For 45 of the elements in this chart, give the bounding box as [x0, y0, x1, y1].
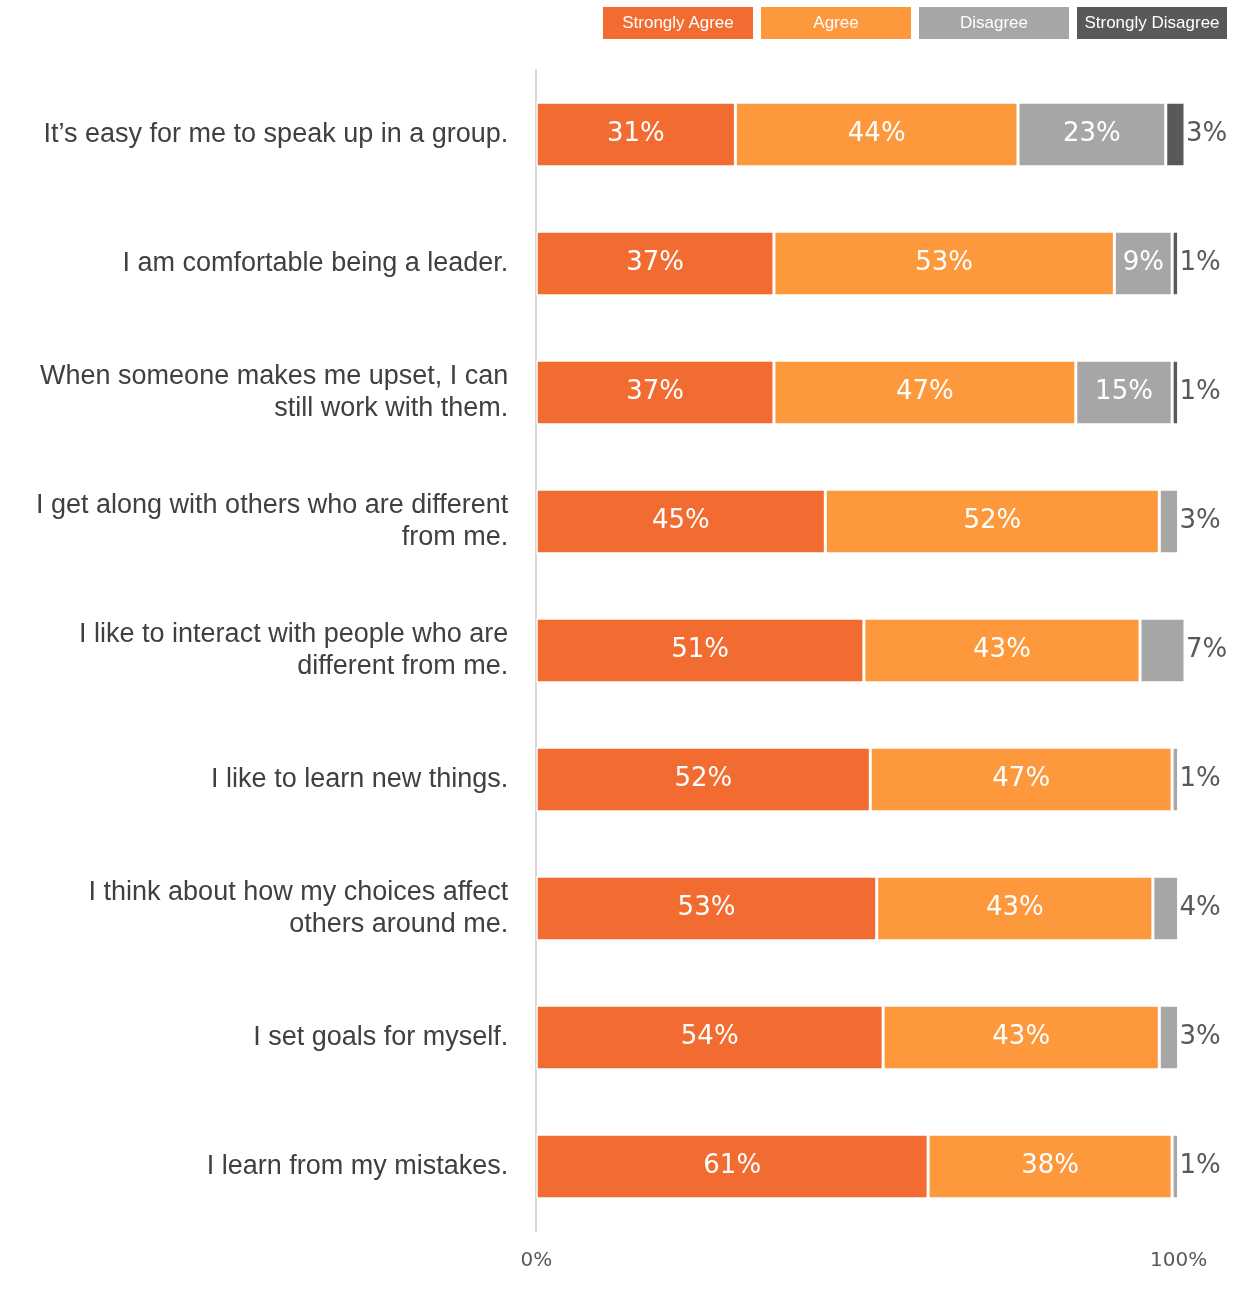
data-label: 9% [1122, 246, 1164, 277]
data-label: 1% [1179, 375, 1221, 406]
data-label: 45% [651, 504, 710, 535]
y-tick-label: I think about how my choices affect others around me. [88, 875, 509, 939]
y-tick-label: I set goals for myself. [253, 1020, 509, 1051]
y-tick-label: It’s easy for me to speak up in a group. [43, 117, 509, 148]
data-label: 44% [847, 117, 906, 148]
data-label: 1% [1179, 246, 1221, 277]
data-label: 7% [1186, 633, 1228, 664]
text: Strongly Disagree [1077, 7, 1227, 39]
data-label: 3% [1179, 504, 1221, 535]
data-label: 3% [1179, 1020, 1221, 1051]
data-label: 43% [992, 1020, 1051, 1051]
data-label: 15% [1095, 375, 1153, 406]
y-tick-label: I get along with others who are different from me. [35, 488, 509, 552]
y-tick-label: I am comfortable being a leader. [122, 246, 509, 277]
y-tick-label: I like to interact with people who are different from me. [79, 617, 509, 681]
y-tick-label: I learn from my mistakes. [206, 1149, 509, 1180]
data-label: 51% [671, 633, 729, 664]
x-tick-label: 0% [520, 1247, 553, 1272]
text: Disagree [919, 7, 1069, 39]
data-label: 43% [985, 891, 1044, 922]
data-label: 52% [963, 504, 1022, 535]
y-tick-label: I like to learn new things. [211, 762, 509, 793]
data-label: 23% [1062, 117, 1121, 148]
y-tick-label: When someone makes me upset, I can still work with them. [40, 359, 509, 423]
data-label: 61% [703, 1149, 762, 1180]
data-label: 43% [973, 633, 1031, 664]
data-label: 37% [626, 375, 685, 406]
data-label: 3% [1186, 117, 1228, 148]
data-label: 1% [1179, 762, 1221, 793]
data-label: 53% [677, 891, 736, 922]
data-label: 38% [1021, 1149, 1080, 1180]
data-label: 47% [992, 762, 1051, 793]
data-label: 47% [895, 375, 954, 406]
data-label: 1% [1179, 1149, 1221, 1180]
text: Strongly Agree [603, 7, 753, 39]
data-label: 37% [626, 246, 685, 277]
data-label: 4% [1179, 891, 1221, 922]
data-label: 52% [674, 762, 733, 793]
data-label: 54% [680, 1020, 739, 1051]
text: Agree [761, 7, 911, 39]
data-label: 31% [606, 117, 665, 148]
x-tick-label: 100% [1149, 1247, 1208, 1272]
data-label: 53% [915, 246, 974, 277]
